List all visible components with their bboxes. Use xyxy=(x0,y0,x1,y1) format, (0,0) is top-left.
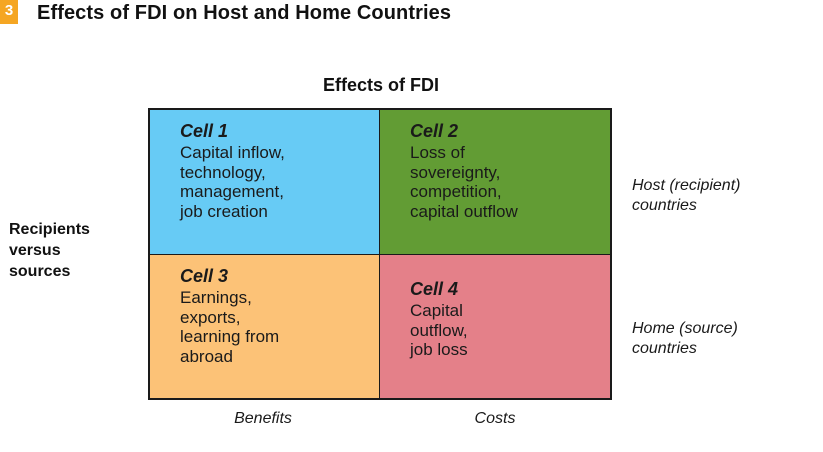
cell-title: Cell 1 xyxy=(180,121,229,141)
cell-text: Capital inflow, technology, management, … xyxy=(180,143,285,221)
row-label-home-countries: Home (source) countries xyxy=(632,320,738,357)
matrix-cell-1: Cell 1 Capital inflow, technology, manag… xyxy=(150,110,380,255)
figure-title: Effects of FDI on Host and Home Countrie… xyxy=(37,2,452,24)
cell-title: Cell 2 xyxy=(410,121,459,141)
column-label-costs: Costs xyxy=(474,410,516,427)
fdi-effects-matrix: Cell 1 Capital inflow, technology, manag… xyxy=(148,108,612,400)
matrix-cell-3: Cell 3 Earnings, exports, learning from … xyxy=(150,255,380,398)
row-label-host-countries: Host (recipient) countries xyxy=(632,177,741,214)
cell-text: Earnings, exports, learning from abroad xyxy=(180,288,280,366)
cell-text: Capital outflow, job loss xyxy=(410,301,468,359)
figure-number-badge: 3 xyxy=(0,0,18,24)
cell-title: Cell 3 xyxy=(180,266,229,286)
cell-title: Cell 4 xyxy=(410,279,459,299)
matrix-cell-2: Cell 2 Loss of sovereignty, competition,… xyxy=(380,110,610,255)
matrix-left-label: Recipients versus sources xyxy=(9,221,90,280)
column-label-benefits: Benefits xyxy=(234,410,292,427)
matrix-cell-4: Cell 4 Capital outflow, job loss xyxy=(380,255,610,398)
cell-text: Loss of sovereignty, competition, capita… xyxy=(410,143,518,221)
matrix-top-label: Effects of FDI xyxy=(322,75,439,95)
